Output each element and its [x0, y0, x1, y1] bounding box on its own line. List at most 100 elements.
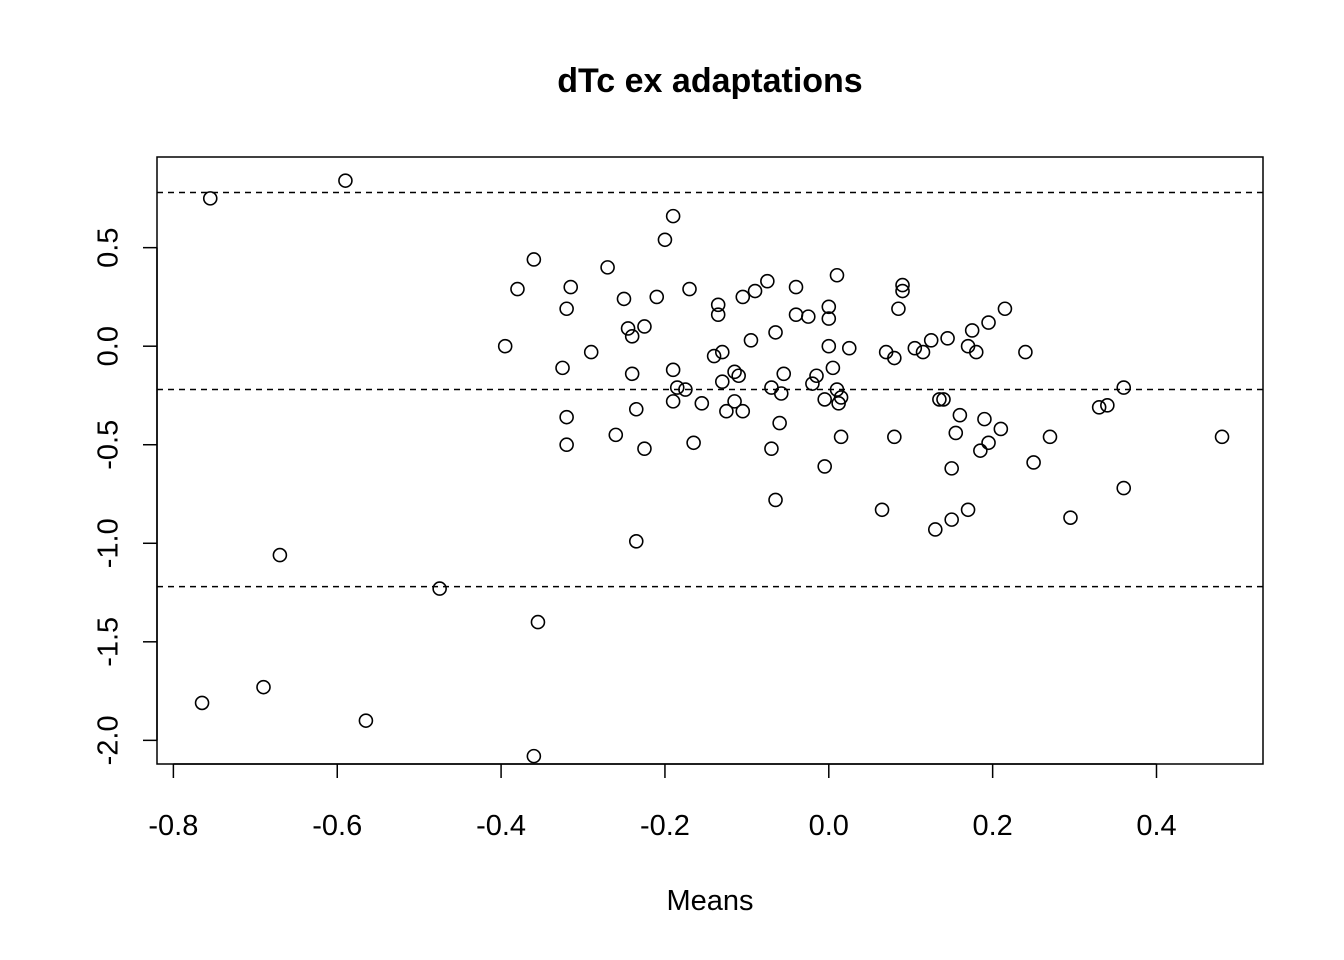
data-point — [706, 348, 722, 364]
data-point — [874, 502, 890, 518]
data-point — [559, 437, 574, 453]
y-axis: -2.0 -1.5 -1.0 -0.5 0.0 0.5 — [93, 227, 158, 765]
data-point — [526, 748, 542, 764]
data-point — [760, 273, 775, 289]
data-point — [628, 534, 644, 549]
data-point — [719, 403, 734, 419]
data-point — [809, 368, 824, 384]
data-point — [932, 392, 947, 407]
data-point — [747, 283, 763, 299]
data-point — [649, 289, 665, 305]
data-point — [981, 315, 996, 330]
data-point — [1116, 380, 1132, 395]
data-point — [665, 394, 681, 409]
data-point — [583, 344, 599, 360]
data-point — [833, 429, 849, 445]
data-point — [1026, 455, 1041, 470]
data-point — [964, 323, 980, 338]
data-point — [497, 338, 513, 354]
data-point — [714, 374, 730, 389]
data-point — [731, 368, 746, 384]
y-tick-label: -1.5 — [93, 617, 125, 667]
data-point — [1091, 399, 1107, 415]
x-axis-label: Means — [666, 885, 753, 917]
data-point — [801, 309, 816, 324]
data-point — [764, 441, 779, 456]
data-point — [637, 319, 652, 334]
data-point — [555, 360, 570, 376]
data-point — [743, 332, 759, 348]
data-point — [526, 252, 542, 267]
data-point — [530, 614, 546, 630]
data-point — [694, 396, 710, 411]
data-point — [764, 380, 779, 395]
plot-area-frame — [156, 156, 1264, 765]
data-point — [735, 289, 751, 305]
data-point — [952, 407, 968, 423]
data-point — [891, 301, 906, 317]
data-point — [773, 386, 789, 401]
data-point — [710, 297, 726, 313]
data-point — [624, 329, 640, 344]
y-tick-label: -1.0 — [93, 518, 125, 568]
data-point — [735, 403, 751, 419]
data-point — [727, 364, 742, 380]
data-point — [272, 547, 288, 563]
data-point — [821, 311, 837, 326]
data-point — [358, 713, 374, 728]
data-point — [825, 360, 841, 376]
data-point — [948, 425, 964, 441]
data-point — [1063, 510, 1078, 525]
data-point — [772, 415, 787, 431]
data-point — [338, 173, 353, 188]
data-point — [624, 366, 640, 382]
data-point — [637, 441, 652, 456]
y-tick-label: 0.5 — [93, 227, 125, 267]
data-point — [678, 382, 693, 397]
x-tick-label: 0.0 — [809, 810, 849, 842]
data-point — [829, 382, 845, 397]
data-point — [714, 344, 730, 360]
data-point — [1100, 398, 1115, 413]
data-point — [936, 392, 951, 407]
data-point — [805, 376, 820, 391]
x-tick-label: -0.8 — [148, 810, 198, 842]
data-point — [665, 208, 681, 224]
x-tick-label: -0.2 — [640, 810, 690, 842]
data-point — [981, 435, 996, 451]
data-point — [907, 340, 923, 356]
y-tick-label: -2.0 — [93, 715, 125, 765]
data-point — [887, 350, 902, 366]
data-point — [895, 283, 910, 299]
data-point — [628, 401, 644, 417]
data-point — [944, 461, 959, 476]
data-point — [887, 429, 902, 445]
data-point — [1214, 429, 1230, 445]
data-point — [821, 338, 837, 354]
y-tick-label: 0.0 — [93, 326, 125, 366]
data-point — [620, 321, 636, 336]
data-point — [977, 411, 992, 427]
data-point — [608, 427, 624, 443]
data-point — [256, 679, 271, 695]
data-point — [768, 325, 783, 340]
data-point — [665, 362, 681, 378]
data-point — [993, 421, 1009, 437]
data-point — [202, 191, 218, 206]
data-point — [432, 581, 447, 596]
data-point — [821, 299, 837, 315]
data-point — [194, 695, 210, 711]
chart-title: dTc ex adaptations — [557, 62, 862, 100]
data-point — [997, 301, 1013, 317]
x-tick-label: -0.4 — [476, 810, 526, 842]
data-point — [563, 279, 579, 295]
data-point — [960, 502, 976, 518]
data-point — [768, 492, 783, 508]
x-axis: -0.8 -0.6 -0.4 -0.2 0.0 0.2 0.4 — [148, 763, 1177, 842]
y-tick-label: -0.5 — [93, 420, 125, 470]
data-point — [727, 394, 742, 409]
data-point — [510, 281, 525, 297]
data-point — [895, 277, 910, 293]
data-point — [829, 267, 845, 283]
